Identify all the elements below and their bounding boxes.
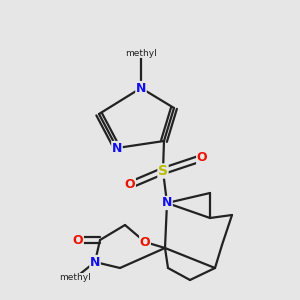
- Text: methyl: methyl: [59, 274, 91, 283]
- Text: N: N: [162, 196, 172, 209]
- Text: O: O: [73, 233, 83, 247]
- Text: N: N: [90, 256, 100, 268]
- Text: O: O: [125, 178, 135, 191]
- Text: methyl: methyl: [125, 49, 157, 58]
- Text: N: N: [136, 82, 146, 94]
- Text: O: O: [197, 152, 207, 164]
- Text: N: N: [112, 142, 122, 154]
- Text: S: S: [158, 164, 168, 178]
- Text: O: O: [140, 236, 150, 248]
